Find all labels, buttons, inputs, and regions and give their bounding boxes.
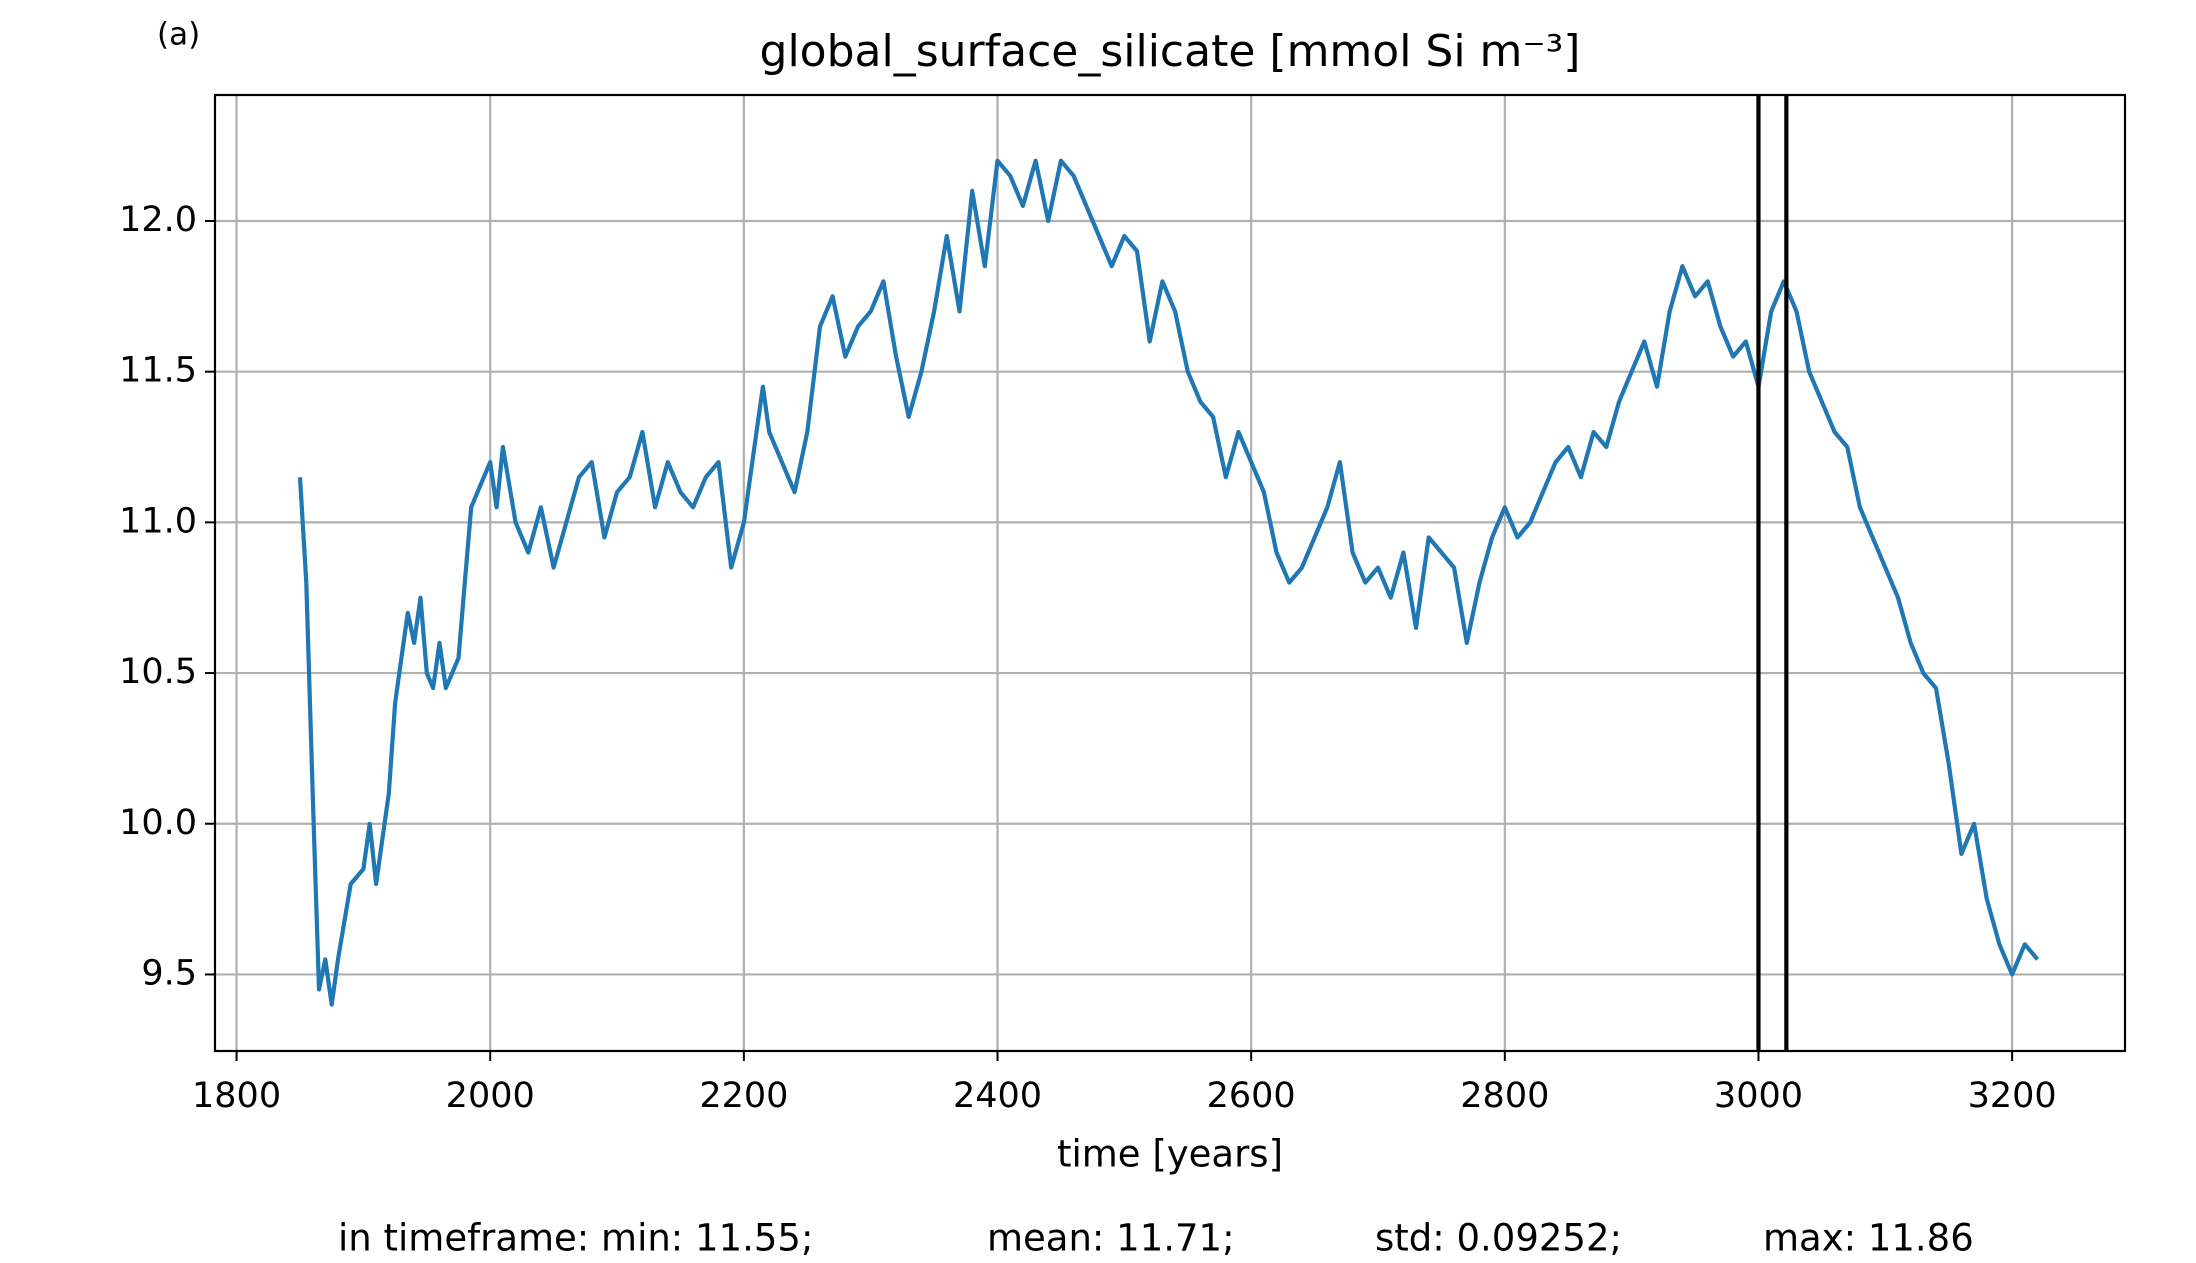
x-tick-label: 3000 [1714, 1076, 1803, 1116]
x-tick-label: 2600 [1207, 1076, 1296, 1116]
x-tick-label: 1800 [192, 1076, 281, 1116]
chart-title: global_surface_silicate [mmol Si m⁻³] [760, 26, 1581, 77]
y-tick-label: 11.5 [119, 351, 197, 391]
y-tick-label: 10.5 [119, 652, 197, 692]
footer-stat: mean: 11.71; [987, 1217, 1235, 1260]
x-tick-label: 2400 [953, 1076, 1042, 1116]
panel-label: (a) [157, 17, 200, 53]
plot-frame [213, 93, 2127, 1053]
footer-stat: in timeframe: min: 11.55; [338, 1217, 813, 1260]
data-line [297, 158, 2040, 1007]
y-tick-label: 9.5 [141, 953, 197, 993]
x-tick-label: 2200 [699, 1076, 788, 1116]
x-tick-label: 3200 [1968, 1076, 2057, 1116]
footer-stat: std: 0.09252; [1375, 1217, 1622, 1260]
y-tick-label: 12.0 [119, 200, 197, 240]
y-tick-label: 10.0 [119, 803, 197, 843]
x-tick-label: 2800 [1460, 1076, 1549, 1116]
y-tick-label: 11.0 [119, 501, 197, 541]
x-tick-label: 2000 [446, 1076, 535, 1116]
x-axis-label: time [years] [1057, 1133, 1283, 1176]
footer-stat: max: 11.86 [1763, 1217, 1974, 1260]
